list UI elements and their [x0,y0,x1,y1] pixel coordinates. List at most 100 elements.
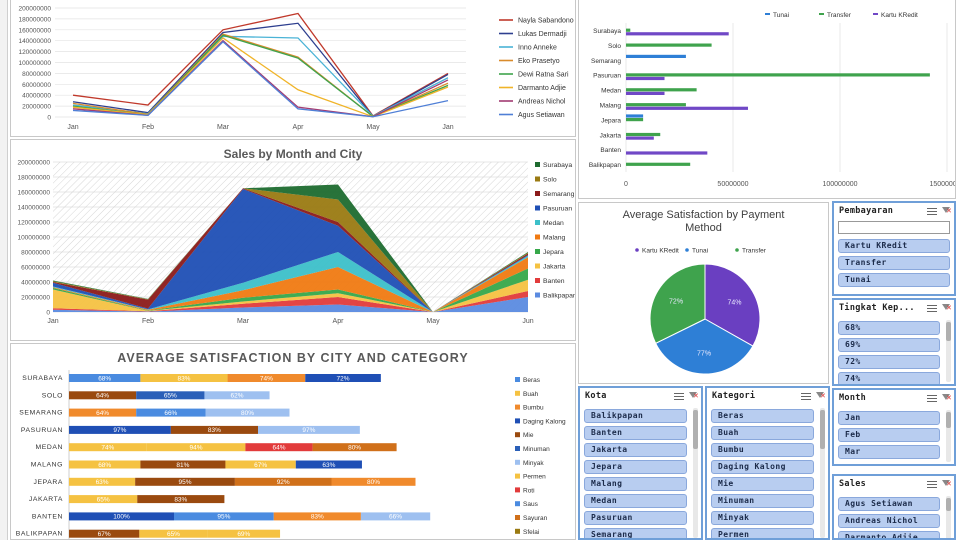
slicer-tingkat-item[interactable]: 69% [838,338,940,352]
slicer-kategori-item[interactable]: Bumbu [711,443,814,457]
slicer-kota-item[interactable]: Malang [584,477,687,491]
stack-seg-surabaya-1[interactable] [140,374,228,382]
clear-filter-icon[interactable] [941,303,952,313]
multi-select-icon[interactable] [927,304,937,313]
slicer-sales[interactable]: Sales Agus Setiawan Andreas Nichol Darmant… [832,474,956,540]
slicer-month-item[interactable]: Mar [838,445,940,459]
stack-seg-solo-1[interactable] [136,391,205,400]
slicer-sales-item[interactable]: Andreas Nichol [838,514,940,528]
stack-seg-surabaya-0[interactable] [69,374,141,382]
clear-filter-icon[interactable] [941,393,952,403]
stack-seg-semarang-2[interactable] [205,408,290,417]
bar-surabaya-1[interactable] [626,28,631,32]
bar-medan-2[interactable] [626,91,665,95]
line-chart-panel[interactable]: 200000000 180000000 160000000 140000000 1200… [10,0,576,137]
slicer-kategori-item[interactable]: Buah [711,426,814,440]
bar-jakarta-2[interactable] [626,136,654,140]
pie-slice-0[interactable] [704,263,761,347]
slicer-kategori[interactable]: Kategori Beras Buah Bumbu Daging Kalong Mie M… [705,386,830,540]
line-series-0[interactable] [72,12,449,117]
multi-select-icon[interactable] [927,394,937,403]
stack-seg-malang-1[interactable] [140,460,226,469]
stack-seg-jepara-0[interactable] [69,477,136,486]
slicer-pembayaran-item[interactable]: Tunai [838,273,950,287]
pie-slice-2[interactable] [649,263,706,344]
bar-chart-panel[interactable]: Tunai Transfer Kartu KRedit 0 50000000 100000… [578,0,956,199]
multi-select-icon[interactable] [927,480,937,489]
stack-seg-jepara-3[interactable] [331,477,416,486]
slicer-kota-item[interactable]: Semarang [584,528,687,538]
multi-select-icon[interactable] [927,207,937,216]
bar-malang-2[interactable] [626,106,748,110]
stack-seg-banten-2[interactable] [273,512,361,521]
slicer-kategori-item[interactable]: Mie [711,477,814,491]
stack-seg-malang-2[interactable] [225,460,296,469]
stack-seg-medan-0[interactable] [69,443,147,452]
slicer-kategori-item[interactable]: Beras [711,409,814,423]
multi-select-icon[interactable] [801,392,811,401]
stack-seg-banten-0[interactable] [69,512,174,521]
slicer-sales-item[interactable]: Darmanto Adjie [838,531,940,538]
pie-chart-panel[interactable]: Average Satisfaction by Payment Method K… [578,202,829,384]
area-series-jakarta[interactable] [53,279,528,312]
bar-pasuruan-1[interactable] [626,73,930,77]
stack-seg-jakarta-0[interactable] [69,495,138,504]
stack-seg-malang-3[interactable] [295,460,362,469]
stacked-chart-panel[interactable]: AVERAGE SATISFACTION BY CITY AND CATEGOR… [10,343,576,540]
slicer-kota-item[interactable]: Jepara [584,460,687,474]
slicer-kota-item[interactable]: Balikpapan [584,409,687,423]
clear-filter-icon[interactable] [941,206,952,216]
pie-slice-1[interactable] [654,318,754,375]
clear-filter-icon[interactable] [815,391,826,401]
bar-jepara-0[interactable] [626,114,644,118]
slicer-kota-item[interactable]: Banten [584,426,687,440]
stack-seg-semarang-1[interactable] [136,408,206,417]
bar-jakarta-1[interactable] [626,132,661,137]
stack-seg-semarang-0[interactable] [69,408,137,417]
slicer-month-scrollbar[interactable] [946,410,951,462]
stack-seg-jakarta-1[interactable] [137,495,225,504]
slicer-tingkat-scrollbar[interactable] [946,320,951,382]
slicer-month-item[interactable]: Feb [838,428,940,442]
slicer-sales-item[interactable]: Agus Setiawan [838,497,940,511]
bar-balikpapan-1[interactable] [626,162,691,166]
slicer-month[interactable]: Month Jan Feb Mar [832,388,956,466]
slicer-kategori-item[interactable]: Minuman [711,494,814,508]
multi-select-icon[interactable] [674,392,684,401]
stack-seg-jepara-1[interactable] [135,477,235,486]
slicer-tingkat-item[interactable]: 68% [838,321,940,335]
slicer-month-item[interactable]: Jan [838,411,940,425]
bar-banten-2[interactable] [626,151,708,155]
stack-seg-solo-0[interactable] [69,391,137,400]
stack-seg-solo-2[interactable] [204,391,270,400]
slicer-pembayaran-item[interactable]: Kartu KRedit [838,239,950,253]
area-series-banten[interactable] [53,291,528,312]
stack-seg-banten-3[interactable] [360,512,431,521]
slicer-kategori-scrollbar[interactable] [820,408,825,538]
slicer-kota-item[interactable]: Jakarta [584,443,687,457]
bar-surabaya-2[interactable] [626,32,729,36]
area-series-surabaya[interactable] [53,184,528,313]
slicer-pembayaran[interactable]: Pembayaran Kartu KRedit Transfer Tunai [832,201,956,296]
stack-seg-balikpapan-0[interactable] [69,529,140,538]
stack-seg-balikpapan-1[interactable] [139,529,208,538]
area-chart-panel[interactable]: Sales by Month and City 200000000 1800000… [10,139,576,341]
slicer-kategori-item[interactable]: Permen [711,528,814,538]
line-series-5[interactable] [72,37,449,118]
stack-seg-medan-3[interactable] [312,443,397,452]
stack-seg-pasuruan-0[interactable] [69,425,171,434]
bar-medan-1[interactable] [626,88,697,92]
area-series-pasuruan[interactable] [53,189,528,312]
stack-seg-balikpapan-2[interactable] [207,529,281,538]
slicer-kota[interactable]: Kota Balikpapan Banten Jakarta Jepara Malang… [578,386,703,540]
bar-pasuruan-2[interactable] [626,76,665,81]
slicer-kota-item[interactable]: Medan [584,494,687,508]
line-series-7[interactable] [72,40,449,118]
slicer-tingkat[interactable]: Tingkat Kep... 68% 69% 72% 74% [832,298,956,386]
stack-seg-pasuruan-1[interactable] [170,425,258,434]
stack-seg-medan-1[interactable] [146,443,246,452]
slicer-kategori-item[interactable]: Minyak [711,511,814,525]
bar-malang-1[interactable] [626,103,686,107]
slicer-tingkat-item[interactable]: 74% [838,372,940,384]
stack-seg-malang-0[interactable] [69,460,141,469]
